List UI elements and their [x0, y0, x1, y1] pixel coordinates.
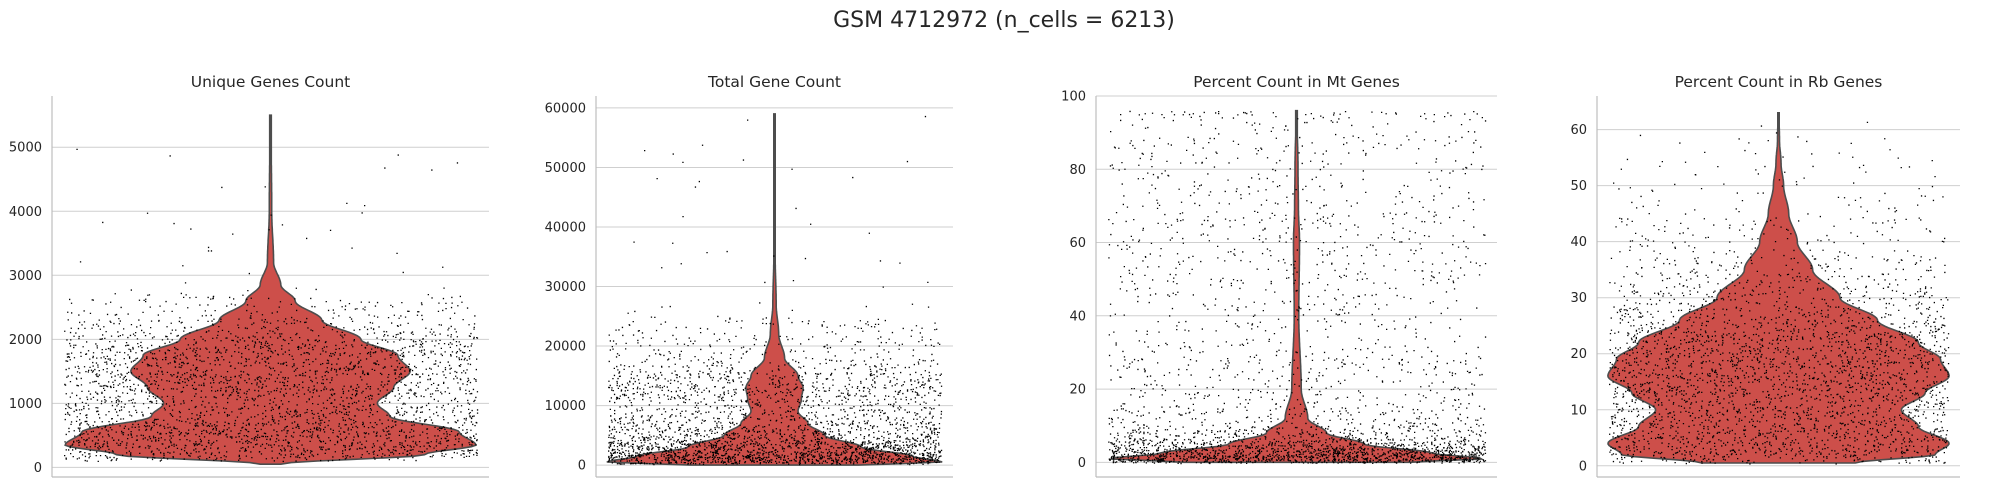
figure-title: GSM 4712972 (n_cells = 6213)	[833, 8, 1175, 33]
y-tick-label: 0	[578, 459, 586, 474]
y-tick-label: 3000	[9, 269, 42, 284]
violin-body	[1108, 109, 1485, 464]
y-tick-label: 100	[1061, 90, 1086, 105]
panel-4: 0 10 20 30 40 50 60 Percent Count in Rb Genes	[1570, 73, 1960, 478]
panel-1: 0 1000 2000 3000 4000 5000 Unique Genes Count	[9, 73, 489, 478]
y-tick-label: 40	[1570, 235, 1587, 250]
y-tick-label: 2000	[9, 333, 42, 348]
y-tick-label: 80	[1069, 163, 1086, 178]
y-tick-label: 0	[1579, 459, 1587, 474]
y-tick-label: 20	[1069, 383, 1086, 398]
y-tick-label: 5000	[9, 141, 42, 156]
y-tick-label: 60	[1570, 123, 1587, 138]
panel-3: 0 20 40 60 80 100 Percent Count in Mt Genes	[1061, 73, 1497, 478]
y-tick-label: 0	[34, 461, 42, 476]
y-tick-label: 40000	[545, 220, 586, 235]
panel-title: Percent Count in Rb Genes	[1675, 73, 1883, 91]
y-tick-label: 30	[1570, 291, 1587, 306]
y-tick-label: 10000	[545, 399, 586, 414]
y-tick-label: 0	[1078, 456, 1086, 471]
y-tick-label: 60000	[545, 101, 586, 116]
violin-body	[64, 114, 477, 465]
y-tick-label: 4000	[9, 205, 42, 220]
y-tick-label: 40	[1069, 309, 1086, 324]
y-tick-label: 1000	[9, 397, 42, 412]
y-tick-label: 50000	[545, 161, 586, 176]
panel-title: Unique Genes Count	[191, 73, 351, 91]
panel-2: 0 10000 20000 30000 40000 50000 60000 Total Gen…	[545, 73, 953, 478]
y-tick-label: 50	[1570, 179, 1587, 194]
panel-title: Percent Count in Mt Genes	[1193, 73, 1400, 91]
violin-body	[606, 113, 943, 466]
y-tick-label: 20	[1570, 347, 1587, 362]
y-tick-label: 30000	[545, 280, 586, 295]
y-tick-label: 60	[1069, 236, 1086, 251]
y-tick-label: 10	[1570, 403, 1587, 418]
y-tick-label: 20000	[545, 340, 586, 355]
panel-title: Total Gene Count	[707, 73, 841, 91]
